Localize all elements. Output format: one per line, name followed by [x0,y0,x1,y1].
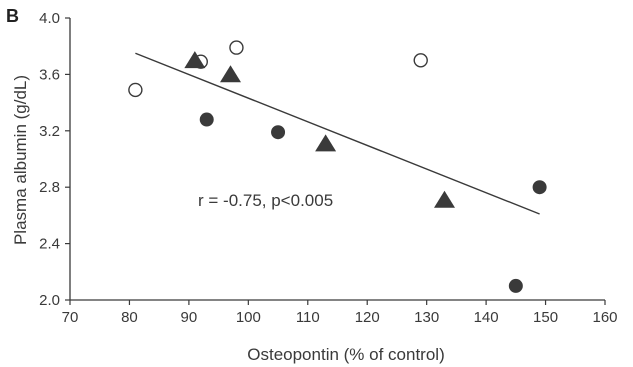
open-circle-point [128,82,143,98]
y-tick-label: 2.8 [39,179,60,196]
open-circle-point [229,40,244,55]
x-tick-label: 110 [296,309,320,326]
triangle-point [220,65,241,83]
x-tick-label: 70 [62,309,79,326]
panel-label: B [6,6,19,26]
y-tick-label: 4.0 [39,10,60,27]
triangle-point [434,190,455,208]
x-tick-label: 160 [592,309,617,326]
open-circle-point [413,53,428,68]
y-tick-label: 2.4 [39,236,60,253]
y-axis-title: Plasma albumin (g/dL) [11,75,30,245]
filled-circle-point [508,278,523,293]
triangle-point [315,134,337,152]
x-axis-title: Osteopontin (% of control) [247,345,444,364]
filled-circle-point [199,112,214,127]
y-tick-label: 3.2 [39,123,60,140]
regression-line [135,52,540,215]
regression-line-group [135,52,540,215]
x-tick-label: 80 [121,309,138,326]
y-tick-label: 2.0 [39,292,60,309]
correlation-annotation: r = -0.75, p<0.005 [198,191,333,210]
y-tick-label: 3.6 [39,66,60,83]
data-points [128,40,547,293]
x-tick-label: 130 [414,309,439,326]
filled-circle-point [532,180,547,195]
x-tick-label: 90 [181,309,198,326]
x-tick-label: 150 [533,309,558,326]
triangle-point [184,51,206,69]
axes: 70 80 90 100 110 120 130 140 150 160 2.0 2.4 2.8 3.2 3… [39,10,617,326]
x-tick-label: 140 [474,309,499,326]
filled-circle-point [271,125,286,140]
x-tick-label: 120 [355,309,380,326]
x-tick-label: 100 [236,309,261,326]
